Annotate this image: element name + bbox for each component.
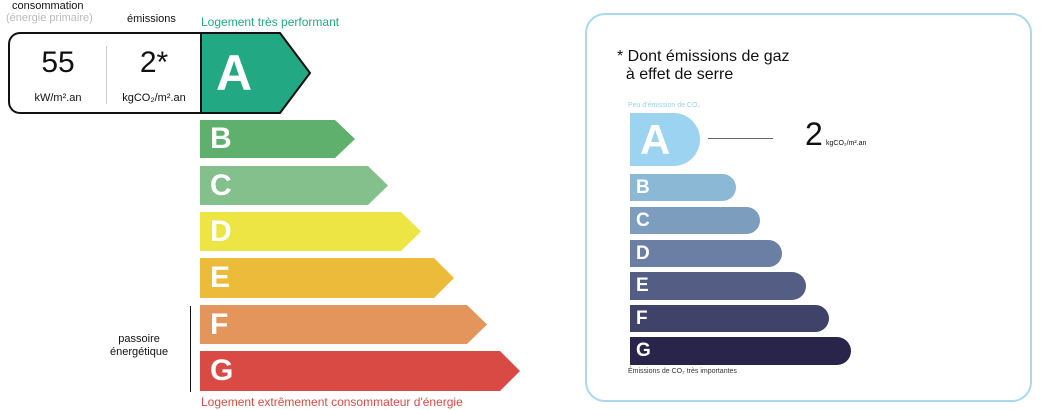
ges-class-letter: G: [636, 340, 651, 361]
energy-class-letter: B: [210, 122, 232, 155]
energy-class-letter: F: [210, 307, 229, 341]
value-box: [8, 32, 208, 114]
emissions-header: émissions: [127, 13, 176, 25]
consumption-value: 55: [41, 46, 75, 79]
bottom-label: Logement extrêmement consommateur d'éner…: [201, 395, 463, 409]
energy-class-letter: C: [210, 168, 232, 202]
current-class-outline: [200, 32, 312, 114]
ges-pointer-line: [708, 138, 773, 139]
divider: [106, 46, 107, 104]
passoire-label: passoire énergétique: [110, 333, 169, 358]
ges-class-e: E: [630, 272, 806, 300]
ges-low-label: Peu d'émission de CO₂: [628, 102, 701, 109]
ges-note: * Dont émissions de gaz à effet de serre: [617, 48, 790, 83]
energy-class-e: E: [200, 258, 454, 298]
ges-unit: kgCO₂/m².an: [826, 140, 867, 147]
ges-class-letter: F: [636, 307, 648, 329]
ges-class-g: G: [630, 337, 851, 365]
ges-class-c: C: [630, 207, 760, 234]
ges-class-a: A: [630, 113, 700, 166]
energy-class-d: D: [200, 212, 421, 251]
energy-class-c: C: [200, 166, 388, 205]
top-label: Logement très performant: [201, 15, 340, 29]
consumption-header: consommation: [12, 0, 84, 12]
ges-class-letter: A: [640, 115, 671, 163]
passoire-bracket: [190, 306, 191, 392]
ges-class-d: D: [630, 240, 782, 267]
ges-class-f: F: [630, 305, 829, 332]
ges-class-letter: C: [636, 209, 650, 231]
energy-class-b: B: [200, 120, 355, 158]
ges-class-b: B: [630, 174, 736, 201]
energy-class-letter: D: [210, 214, 232, 248]
ges-class-letter: D: [636, 242, 650, 264]
consumption-unit: kW/m².an: [34, 92, 82, 104]
primary-energy-header: (énergie primaire): [6, 12, 93, 24]
energy-class-f: F: [200, 305, 487, 344]
ges-panel: [585, 13, 1032, 402]
ges-high-label: Émissions de CO₂ très importantes: [628, 368, 737, 375]
energy-class-letter: A: [216, 45, 253, 101]
ges-value: 2: [805, 116, 823, 152]
emissions-unit: kgCO₂/m².an: [122, 92, 186, 104]
energy-class-g: G: [200, 351, 520, 391]
ges-class-letter: B: [636, 176, 650, 198]
ges-class-letter: E: [636, 275, 649, 296]
energy-class-letter: E: [210, 261, 231, 294]
emissions-value: 2*: [139, 46, 169, 79]
energy-class-letter: G: [210, 354, 234, 387]
